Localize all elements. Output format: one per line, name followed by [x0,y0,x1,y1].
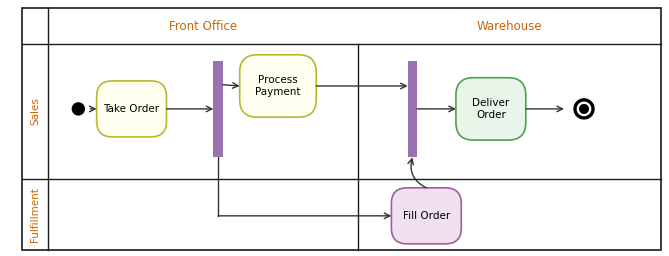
FancyBboxPatch shape [456,78,526,140]
Text: Process
Payment: Process Payment [255,75,300,97]
FancyBboxPatch shape [391,188,461,244]
Circle shape [577,102,591,115]
Text: Front Office: Front Office [169,20,237,33]
Text: Sales: Sales [30,98,40,125]
Circle shape [574,99,594,119]
Circle shape [580,105,588,113]
Text: Fill Order: Fill Order [403,211,450,221]
Text: Deliver
Order: Deliver Order [472,98,510,120]
Bar [213,60,223,157]
FancyBboxPatch shape [240,55,316,117]
FancyBboxPatch shape [96,81,167,137]
Text: Take Order: Take Order [104,104,160,114]
Text: Warehouse: Warehouse [476,20,542,33]
Text: Fulfillment: Fulfillment [30,187,40,242]
Circle shape [72,103,84,115]
Bar [407,60,417,157]
